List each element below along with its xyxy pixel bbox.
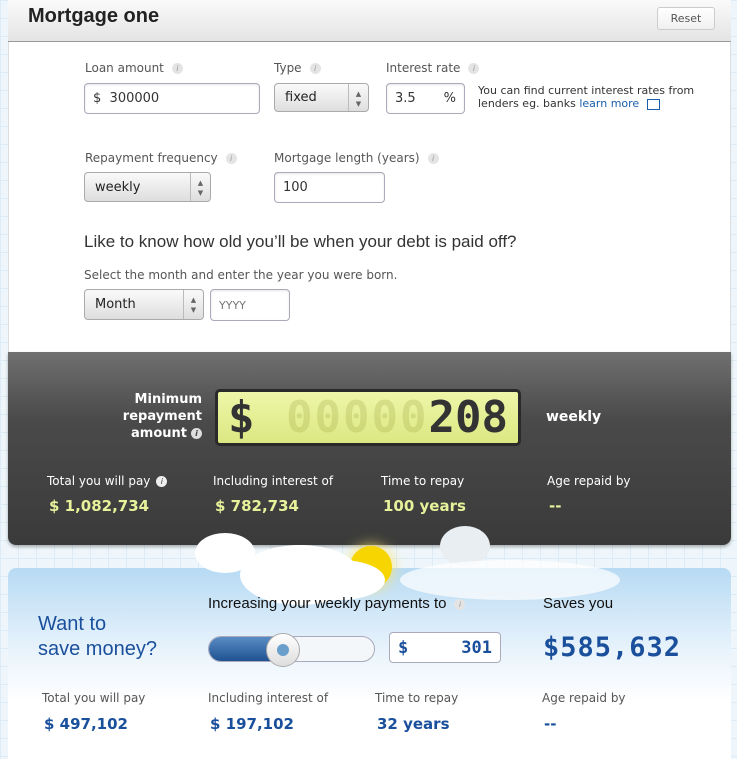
type-label: Type i bbox=[274, 61, 321, 75]
interest-rate-label: Interest rate i bbox=[386, 61, 480, 75]
stat-value: -- bbox=[549, 497, 562, 515]
loan-amount-label: Loan amount i bbox=[85, 61, 183, 75]
stat-label: Time to repay bbox=[381, 474, 465, 488]
stat-interest: Including interest of $ 782,734 bbox=[213, 474, 333, 515]
birth-month-select[interactable]: Month ▲ ▼ bbox=[84, 289, 204, 320]
external-link-icon[interactable] bbox=[646, 98, 660, 110]
spinner-arrows-icon: ▲ ▼ bbox=[348, 84, 368, 111]
interest-rate-input[interactable]: 3.5% bbox=[386, 83, 465, 114]
spinner-arrows-icon: ▲ ▼ bbox=[183, 290, 203, 319]
info-icon[interactable]: i bbox=[468, 63, 480, 74]
mortgage-length-input[interactable]: 100 bbox=[274, 172, 385, 203]
stat-label: Total you will pay bbox=[47, 474, 151, 488]
saves-you-label: Saves you bbox=[543, 595, 614, 612]
spinner-arrows-icon: ▲ ▼ bbox=[190, 173, 210, 201]
mortgage-length-label-text: Mortgage length (years) bbox=[274, 151, 420, 165]
increase-payments-label: Increasing your weekly payments to i bbox=[208, 595, 466, 612]
stat-value: $ 197,102 bbox=[210, 715, 294, 733]
info-icon[interactable]: i bbox=[309, 63, 321, 74]
save-stat-age: Age repaid by -- bbox=[542, 691, 626, 733]
loan-amount-value: 300000 bbox=[109, 91, 160, 106]
reset-button[interactable]: Reset bbox=[657, 7, 715, 30]
stat-label: Including interest of bbox=[208, 691, 329, 705]
info-icon[interactable]: i bbox=[191, 428, 202, 439]
stat-total: Total you will pay i $ 1,082,734 bbox=[47, 474, 168, 515]
learn-more-link[interactable]: learn more bbox=[579, 97, 640, 110]
increase-payments-text: Increasing your weekly payments to bbox=[208, 595, 447, 612]
currency-prefix: $ bbox=[93, 91, 102, 106]
stat-label: Total you will pay bbox=[42, 691, 146, 705]
type-select[interactable]: fixed ▲ ▼ bbox=[274, 83, 369, 112]
mortgage-length-value: 100 bbox=[283, 180, 308, 195]
stat-value: -- bbox=[544, 715, 557, 733]
interest-rate-note: You can find current interest rates from… bbox=[478, 84, 718, 110]
mortgage-length-label: Mortgage length (years) i bbox=[274, 151, 439, 165]
minimum-repayment-label: Minimum repayment amount i bbox=[100, 391, 202, 442]
loan-amount-label-text: Loan amount bbox=[85, 61, 164, 75]
cloud-icon bbox=[440, 526, 490, 566]
repayment-frequency-label-text: Repayment frequency bbox=[85, 151, 218, 165]
percent-suffix: % bbox=[443, 91, 456, 106]
stat-value: 100 years bbox=[383, 497, 466, 515]
repayment-frequency-display: weekly bbox=[546, 409, 602, 425]
info-icon[interactable]: i bbox=[225, 153, 237, 164]
stat-label: Time to repay bbox=[375, 691, 459, 705]
age-instruction: Select the month and enter the year you … bbox=[84, 268, 398, 282]
payment-slider-handle[interactable] bbox=[266, 633, 301, 667]
loan-amount-input[interactable]: $ 300000 bbox=[84, 83, 260, 114]
type-value: fixed bbox=[285, 90, 317, 105]
type-label-text: Type bbox=[274, 61, 302, 75]
stat-time: Time to repay 100 years bbox=[381, 474, 466, 515]
info-icon[interactable]: i bbox=[171, 63, 183, 74]
interest-rate-value: 3.5 bbox=[395, 91, 416, 106]
lcd-dollar-sign: $ bbox=[228, 392, 255, 443]
cloud-icon bbox=[400, 560, 620, 600]
repayment-lcd-display: $00000208 bbox=[215, 389, 521, 446]
birth-year-input[interactable] bbox=[210, 289, 290, 321]
save-stat-interest: Including interest of $ 197,102 bbox=[208, 691, 328, 733]
birth-month-value: Month bbox=[95, 297, 136, 312]
savings-amount: $585,632 bbox=[543, 632, 682, 663]
payment-dollar-sign: $ bbox=[398, 637, 409, 658]
age-heading: Like to know how old you’ll be when your… bbox=[84, 232, 517, 251]
lcd-repayment-value: 208 bbox=[428, 392, 508, 443]
info-icon[interactable]: i bbox=[427, 153, 439, 164]
stat-age: Age repaid by -- bbox=[547, 474, 631, 515]
info-icon[interactable]: i bbox=[454, 598, 466, 610]
lcd-ghost-digits: 00000 bbox=[286, 392, 429, 443]
save-stat-time: Time to repay 32 years bbox=[375, 691, 458, 733]
interest-rate-label-text: Interest rate bbox=[386, 61, 461, 75]
repayment-frequency-label: Repayment frequency i bbox=[85, 151, 237, 165]
stat-label: Age repaid by bbox=[542, 691, 626, 705]
cloud-icon bbox=[295, 560, 385, 600]
stat-value: $ 1,082,734 bbox=[49, 497, 150, 515]
save-stat-total: Total you will pay $ 497,102 bbox=[42, 691, 145, 733]
title-line: Want to bbox=[38, 613, 107, 635]
stat-value: 32 years bbox=[377, 715, 450, 733]
stat-label: Including interest of bbox=[213, 474, 334, 488]
info-icon[interactable]: i bbox=[156, 476, 168, 487]
stat-value: $ 782,734 bbox=[215, 497, 299, 515]
panel-header bbox=[8, 0, 731, 42]
note-text: You can find current interest rates from… bbox=[478, 84, 695, 110]
stat-label: Age repaid by bbox=[547, 474, 631, 488]
repayment-frequency-value: weekly bbox=[95, 179, 141, 195]
title-line: save money? bbox=[38, 638, 157, 660]
increased-payment-input[interactable]: $301 bbox=[389, 632, 501, 663]
repayment-frequency-select[interactable]: weekly ▲ ▼ bbox=[84, 172, 211, 202]
minimum-repayment-label-text: Minimum repayment amount bbox=[122, 392, 202, 441]
save-money-panel bbox=[8, 568, 731, 759]
page-title: Mortgage one bbox=[28, 5, 160, 27]
stat-value: $ 497,102 bbox=[44, 715, 128, 733]
results-panel bbox=[8, 352, 731, 545]
payment-value: 301 bbox=[461, 637, 492, 658]
save-money-title: Want to save money? bbox=[38, 612, 157, 662]
